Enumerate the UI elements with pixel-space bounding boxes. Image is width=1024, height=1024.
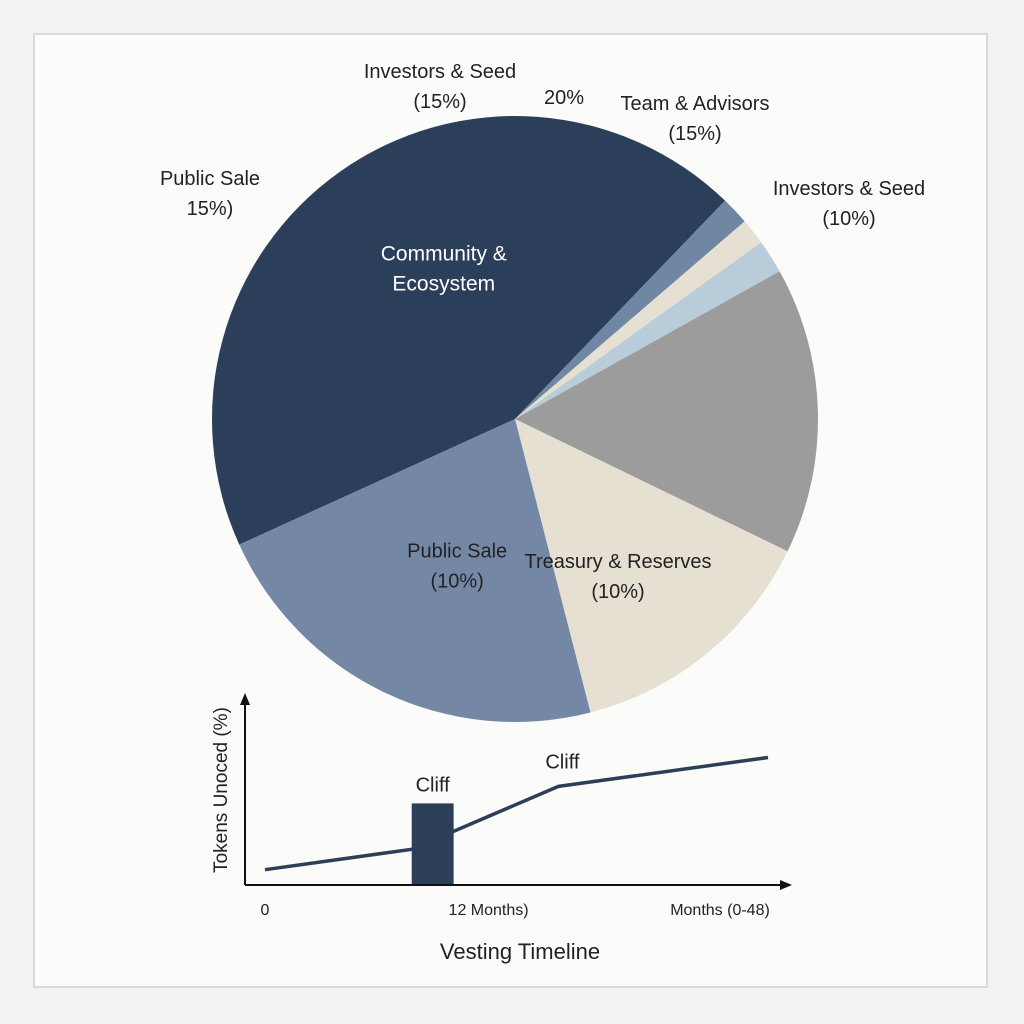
cliff-bar bbox=[411, 803, 454, 885]
pie-slice-0 bbox=[211, 115, 726, 545]
pie-slice-label-1-1: (15%) bbox=[413, 91, 466, 113]
pie-slice-label-6-0: Public Sale bbox=[407, 541, 507, 563]
vesting-chart: Cliff Cliff 0 12 Months) Months (0-48) Tokens… bbox=[211, 693, 792, 919]
pie-external-label-0-1: 15%) bbox=[187, 198, 234, 220]
y-axis-label: Tokens Unoced (%) bbox=[211, 707, 232, 873]
pie-chart bbox=[211, 115, 818, 722]
pie-slice-label-3-0: 20% bbox=[544, 87, 584, 109]
pie-slice-label-5-1: (10%) bbox=[591, 581, 644, 603]
chart-card: Community & Ecosystem Investors & Seed (15%… bbox=[33, 33, 988, 988]
pie-slice-label-4-1: (15%) bbox=[668, 123, 721, 145]
pie-slice-5 bbox=[515, 419, 788, 713]
pie-slice-label-5-0: Treasury & Reserves bbox=[524, 551, 711, 573]
annotation-label-0: Cliff bbox=[545, 751, 580, 773]
x-axis-label: Months (0-48) bbox=[670, 902, 770, 919]
pie-labels: Community & Ecosystem Investors & Seed (15%… bbox=[160, 61, 925, 603]
cliff-bar-label: Cliff bbox=[416, 774, 451, 796]
chart-svg: Community & Ecosystem Investors & Seed (15%… bbox=[160, 61, 925, 964]
pie-slice-2 bbox=[515, 221, 762, 419]
x-axis-arrow bbox=[780, 880, 792, 890]
chart-title: Vesting Timeline bbox=[440, 939, 600, 964]
y-axis-arrow bbox=[240, 693, 250, 705]
pie-slice-label-4-0: Team & Advisors bbox=[621, 93, 770, 115]
pie-external-label-0-0: Public Sale bbox=[160, 168, 260, 190]
pie-external-label-1-1: (10%) bbox=[822, 208, 875, 230]
pie-slice-label-0-0: Community & bbox=[381, 242, 507, 265]
pie-slice-1 bbox=[515, 200, 745, 419]
pie-external-label-1-0: Investors & Seed bbox=[773, 178, 925, 200]
pie-slice-label-1-0: Investors & Seed bbox=[364, 61, 516, 83]
x-tick-label-0: 0 bbox=[261, 902, 270, 919]
pie-slice-label-6-1: (10%) bbox=[430, 571, 483, 593]
pie-slice-4 bbox=[515, 271, 818, 552]
vesting-line bbox=[264, 755, 769, 872]
pie-slice-3 bbox=[515, 242, 780, 419]
pie-slice-6 bbox=[239, 419, 591, 722]
pie-slice-label-0-1: Ecosystem bbox=[392, 272, 495, 295]
x-tick-label-1: 12 Months) bbox=[449, 902, 529, 919]
